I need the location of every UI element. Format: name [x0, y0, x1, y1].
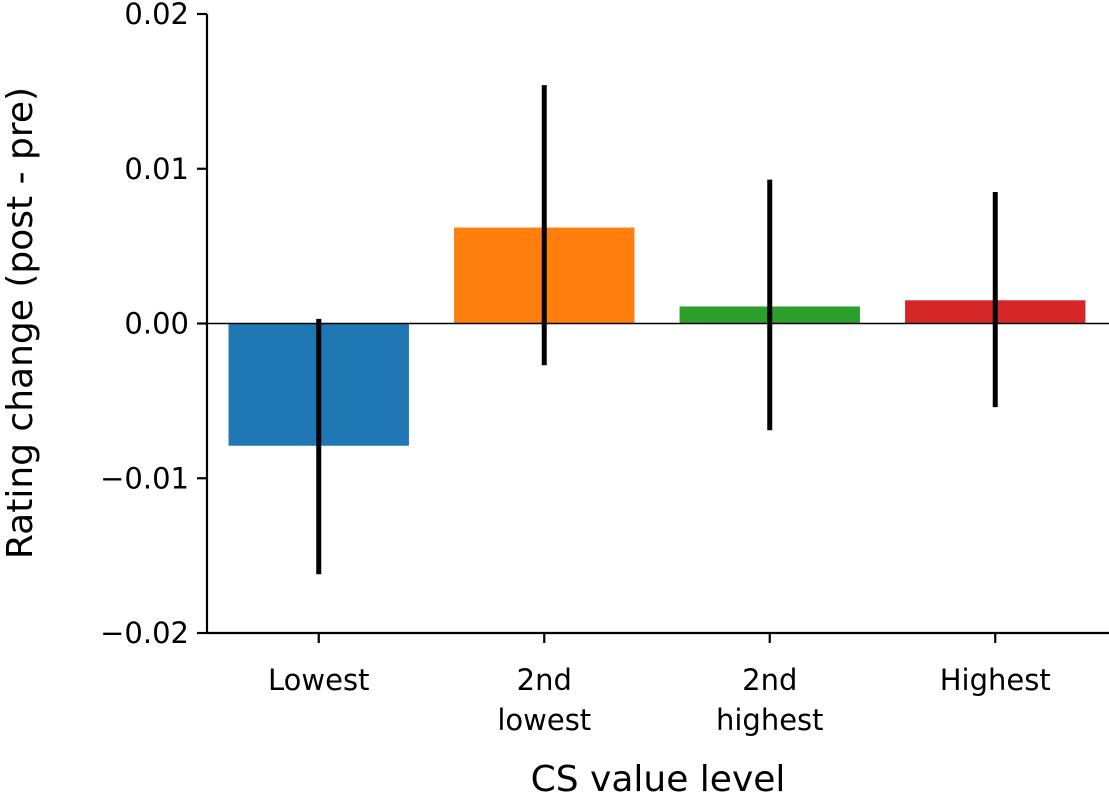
y-tick-label-2: 0.00	[124, 307, 189, 341]
y-tick-label-0: −0.02	[100, 616, 189, 650]
x-ticks-layer: Lowest 2nd lowest 2nd highest Highest	[268, 633, 1051, 737]
y-axis-label: Rating change (post - pre)	[0, 87, 41, 559]
x-axis-label: CS value level	[531, 759, 786, 800]
x-tick-label-1: 2nd lowest	[497, 663, 591, 737]
y-tick-label-1: −0.01	[100, 461, 189, 495]
x-tick-label-0: Lowest	[268, 663, 369, 697]
x-tick-label-3: Highest	[940, 663, 1051, 697]
error-bars-layer	[316, 85, 998, 575]
x-tick-label-2: 2nd highest	[716, 663, 824, 737]
y-tick-label-3: 0.01	[124, 152, 189, 186]
y-tick-label-4: 0.02	[124, 0, 189, 31]
y-ticks-layer: −0.02 −0.01 0.00 0.01 0.02	[100, 0, 207, 650]
bars-layer	[228, 227, 1086, 446]
